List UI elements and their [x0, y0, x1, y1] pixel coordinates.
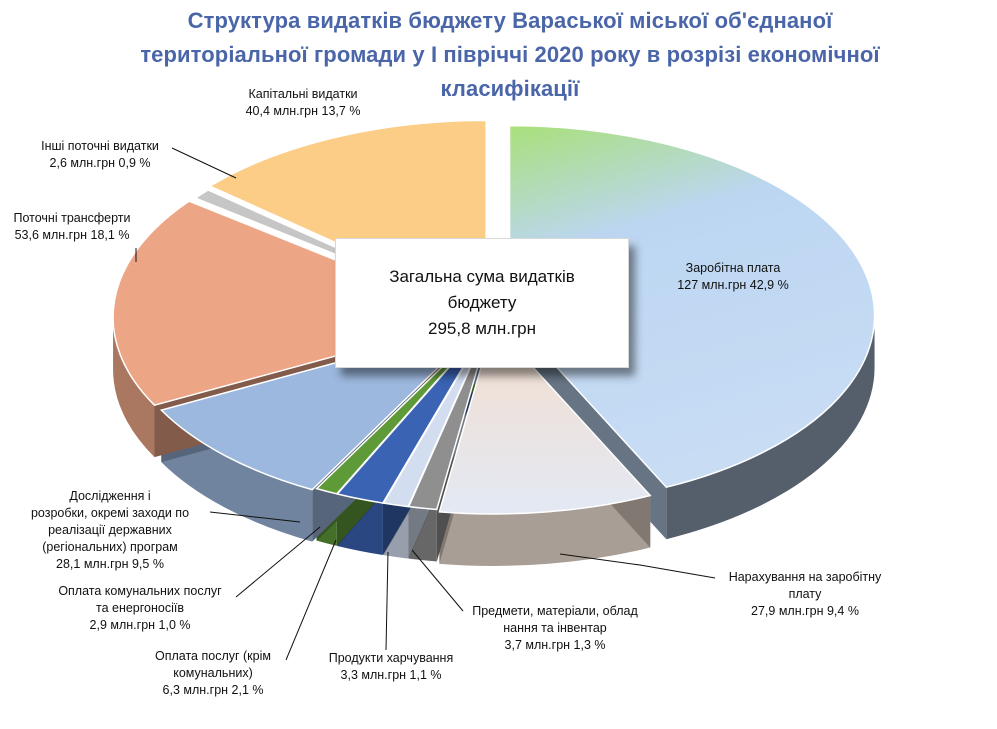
label-services: Оплата послуг (крім комунальних) 6,3 млн… — [128, 648, 298, 699]
label-line: плату — [788, 587, 822, 601]
slice-salary-accruals — [438, 322, 652, 515]
label-line: Дослідження і — [69, 489, 151, 503]
chart-title-line: Структура видатків бюджету Вараської міс… — [187, 8, 833, 33]
label-salary-accruals: Нарахування на заробітну плату 27,9 млн.… — [710, 569, 900, 620]
slice-salary — [508, 124, 876, 489]
label-line: Предмети, матеріали, облад — [472, 604, 638, 618]
label-line: 2,6 млн.грн 0,9 % — [49, 156, 151, 170]
chart-title-line: територіальної громади у І півріччі 2020… — [140, 42, 880, 67]
label-line: 27,9 млн.грн 9,4 % — [751, 604, 859, 618]
leader-line — [385, 551, 389, 651]
label-capital-expenditures: Капітальні видатки 40,4 млн.грн 13,7 % — [228, 86, 378, 120]
label-line: комунальних) — [173, 666, 253, 680]
total-summary-box: Загальна сума видатків бюджету 295,8 млн… — [335, 238, 629, 368]
label-line: Інші поточні видатки — [41, 139, 159, 153]
label-line: Продукти харчування — [328, 651, 454, 665]
label-current-transfers: Поточні трансферти 53,6 млн.грн 18,1 % — [2, 210, 142, 244]
chart-title-line: класифікації — [440, 76, 580, 101]
label-line: нання та інвентар — [503, 621, 607, 635]
leader-line — [559, 553, 716, 579]
slice-salary-accruals-side — [439, 495, 651, 566]
slice-current-transfers — [112, 200, 481, 407]
label-line: Капітальні видатки — [248, 87, 358, 101]
leader-line — [411, 549, 464, 612]
leader-line — [235, 526, 321, 598]
label-utilities: Оплата комунальних послуг та енергоносії… — [40, 583, 240, 634]
label-line: 3,7 млн.грн 1,3 % — [504, 638, 606, 652]
label-line: 127 млн.грн 42,9 % — [677, 278, 789, 292]
label-salary: Заробітна плата 127 млн.грн 42,9 % — [648, 260, 818, 294]
total-label-line: бюджету — [447, 293, 517, 312]
label-research-programs: Дослідження і розробки, окремі заходи по… — [10, 488, 210, 573]
slice-salary-side — [666, 315, 875, 540]
label-line: 2,9 млн.грн 1,0 % — [89, 618, 191, 632]
total-label-line: Загальна сума видатків — [389, 267, 575, 286]
label-other-current-expenditures: Інші поточні видатки 2,6 млн.грн 0,9 % — [20, 138, 180, 172]
label-line: 3,3 млн.грн 1,1 % — [340, 668, 442, 682]
label-food: Продукти харчування 3,3 млн.грн 1,1 % — [306, 650, 476, 684]
total-value: 295,8 млн.грн — [427, 319, 537, 338]
label-line: та енергоносіїв — [95, 601, 184, 615]
label-line: Оплата комунальних послуг — [58, 584, 222, 598]
leader-line — [209, 511, 301, 523]
label-line: 53,6 млн.грн 18,1 % — [14, 228, 130, 242]
slice-current-transfers-side — [113, 317, 155, 458]
leader-line — [171, 147, 237, 179]
label-materials-equipment: Предмети, матеріали, облад нання та інве… — [455, 603, 655, 654]
leader-line — [285, 539, 337, 661]
label-line: 28,1 млн.грн 9,5 % — [56, 557, 164, 571]
label-line: розробки, окремі заходи по — [30, 506, 190, 520]
label-line: Поточні трансферти — [13, 211, 131, 225]
chart-title: Структура видатків бюджету Вараської міс… — [80, 4, 940, 106]
label-line: 40,4 млн.грн 13,7 % — [245, 104, 361, 118]
label-line: Заробітна плата — [685, 261, 781, 275]
label-line: 6,3 млн.грн 2,1 % — [162, 683, 264, 697]
label-line: Оплата послуг (крім — [155, 649, 271, 663]
label-line: Нарахування на заробітну — [728, 570, 882, 584]
label-line: реалізації державних — [48, 523, 172, 537]
label-line: (регіональних) програм — [42, 540, 178, 554]
